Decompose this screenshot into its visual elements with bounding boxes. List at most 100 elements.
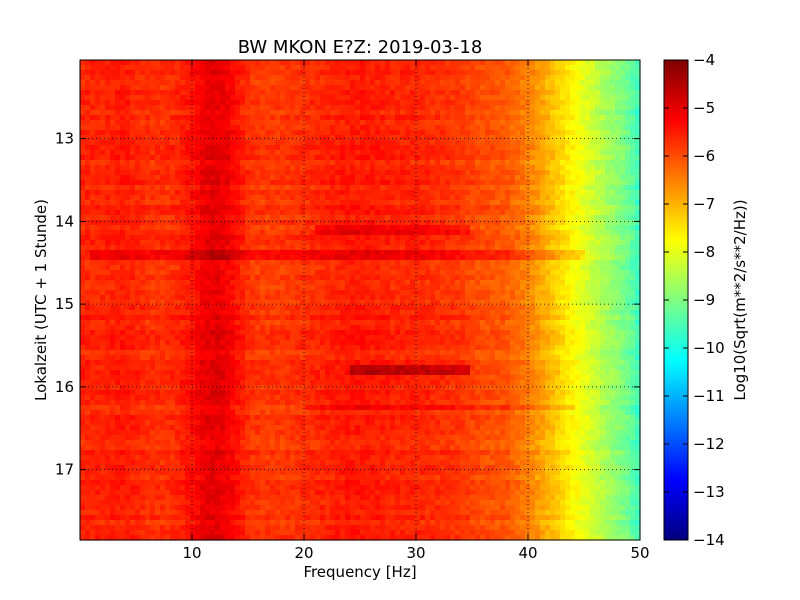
heatmap-cell [120, 260, 126, 266]
heatmap-cell [610, 255, 616, 261]
heatmap-cell [165, 190, 171, 196]
heatmap-cell [415, 275, 421, 281]
heatmap-cell [135, 115, 141, 121]
heatmap-cell [390, 80, 396, 86]
heatmap-cell [565, 185, 571, 191]
heatmap-cell [200, 130, 206, 136]
heatmap-cell [240, 230, 246, 236]
heatmap-cell [480, 180, 486, 186]
heatmap-cell [615, 105, 621, 111]
heatmap-cell [270, 85, 276, 91]
heatmap-cell [325, 165, 331, 171]
heatmap-cell [605, 215, 611, 221]
heatmap-cell [115, 170, 121, 176]
heatmap-cell [390, 145, 396, 151]
heatmap-cell [365, 195, 371, 201]
heatmap-cell [155, 265, 161, 271]
heatmap-cell [460, 270, 466, 276]
heatmap-cell [400, 85, 406, 91]
heatmap-cell [450, 160, 456, 166]
heatmap-cell [540, 180, 546, 186]
heatmap-cell [370, 110, 376, 116]
heatmap-cell [475, 100, 481, 106]
heatmap-cell [560, 155, 566, 161]
heatmap-cell [170, 245, 176, 251]
heatmap-cell [450, 130, 456, 136]
heatmap-cell [570, 210, 576, 216]
heatmap-cell [205, 265, 211, 271]
heatmap-cell [585, 225, 591, 231]
heatmap-cell [575, 190, 581, 196]
heatmap-cell [585, 120, 591, 126]
heatmap-cell [440, 145, 446, 151]
heatmap-cell [255, 135, 261, 141]
heatmap-cell [215, 145, 221, 151]
heatmap-cell [570, 250, 576, 256]
heatmap-cell [360, 245, 366, 251]
heatmap-cell [310, 110, 316, 116]
heatmap-cell [290, 70, 296, 76]
heatmap-cell [575, 230, 581, 236]
heatmap-cell [190, 90, 196, 96]
heatmap-cell [450, 270, 456, 276]
heatmap-cell [435, 275, 441, 281]
heatmap-cell [275, 125, 281, 131]
heatmap-cell [435, 210, 441, 216]
heatmap-cell [330, 155, 336, 161]
heatmap-cell [630, 235, 636, 241]
heatmap-cell [490, 195, 496, 201]
heatmap-cell [315, 85, 321, 91]
heatmap-cell [455, 275, 461, 281]
heatmap-cell [610, 145, 616, 151]
heatmap-cell [340, 215, 346, 221]
heatmap-cell [370, 255, 376, 261]
heatmap-cell [570, 90, 576, 96]
heatmap-cell [395, 85, 401, 91]
heatmap-cell [620, 130, 626, 136]
heatmap-cell [195, 65, 201, 71]
heatmap-cell [260, 140, 266, 146]
heatmap-cell [420, 195, 426, 201]
heatmap-cell [580, 155, 586, 161]
heatmap-cell [145, 215, 151, 221]
heatmap-cell [165, 130, 171, 136]
heatmap-cell [85, 160, 91, 166]
heatmap-cell [625, 125, 631, 131]
heatmap-cell [435, 140, 441, 146]
heatmap-cell [620, 265, 626, 271]
heatmap-cell [120, 200, 126, 206]
heatmap-cell [590, 115, 596, 121]
heatmap-cell [395, 260, 401, 266]
heatmap-cell [570, 230, 576, 236]
heatmap-cell [480, 275, 486, 281]
heatmap-cell [190, 240, 196, 246]
heatmap-cell [110, 90, 116, 96]
heatmap-cell [200, 195, 206, 201]
heatmap-cell [620, 220, 626, 226]
heatmap-cell [435, 95, 441, 101]
heatmap-cell [475, 235, 481, 241]
heatmap-cell [435, 120, 441, 126]
heatmap-cell [255, 125, 261, 131]
heatmap-cell [275, 140, 281, 146]
heatmap-cell [505, 225, 511, 231]
heatmap-cell [225, 125, 231, 131]
heatmap-cell [475, 230, 481, 236]
heatmap-cell [105, 75, 111, 81]
heatmap-cell [245, 215, 251, 221]
heatmap-cell [430, 175, 436, 181]
heatmap-cell [115, 75, 121, 81]
heatmap-cell [225, 170, 231, 176]
heatmap-cell [460, 75, 466, 81]
heatmap-cell [490, 255, 496, 261]
heatmap-cell [370, 145, 376, 151]
heatmap-cell [230, 150, 236, 156]
heatmap-cell [325, 100, 331, 106]
heatmap-cell [495, 105, 501, 111]
heatmap-cell [595, 150, 601, 156]
heatmap-cell [135, 90, 141, 96]
heatmap-cell [375, 100, 381, 106]
heatmap-cell [85, 120, 91, 126]
heatmap-cell [455, 265, 461, 271]
heatmap-cell [345, 240, 351, 246]
